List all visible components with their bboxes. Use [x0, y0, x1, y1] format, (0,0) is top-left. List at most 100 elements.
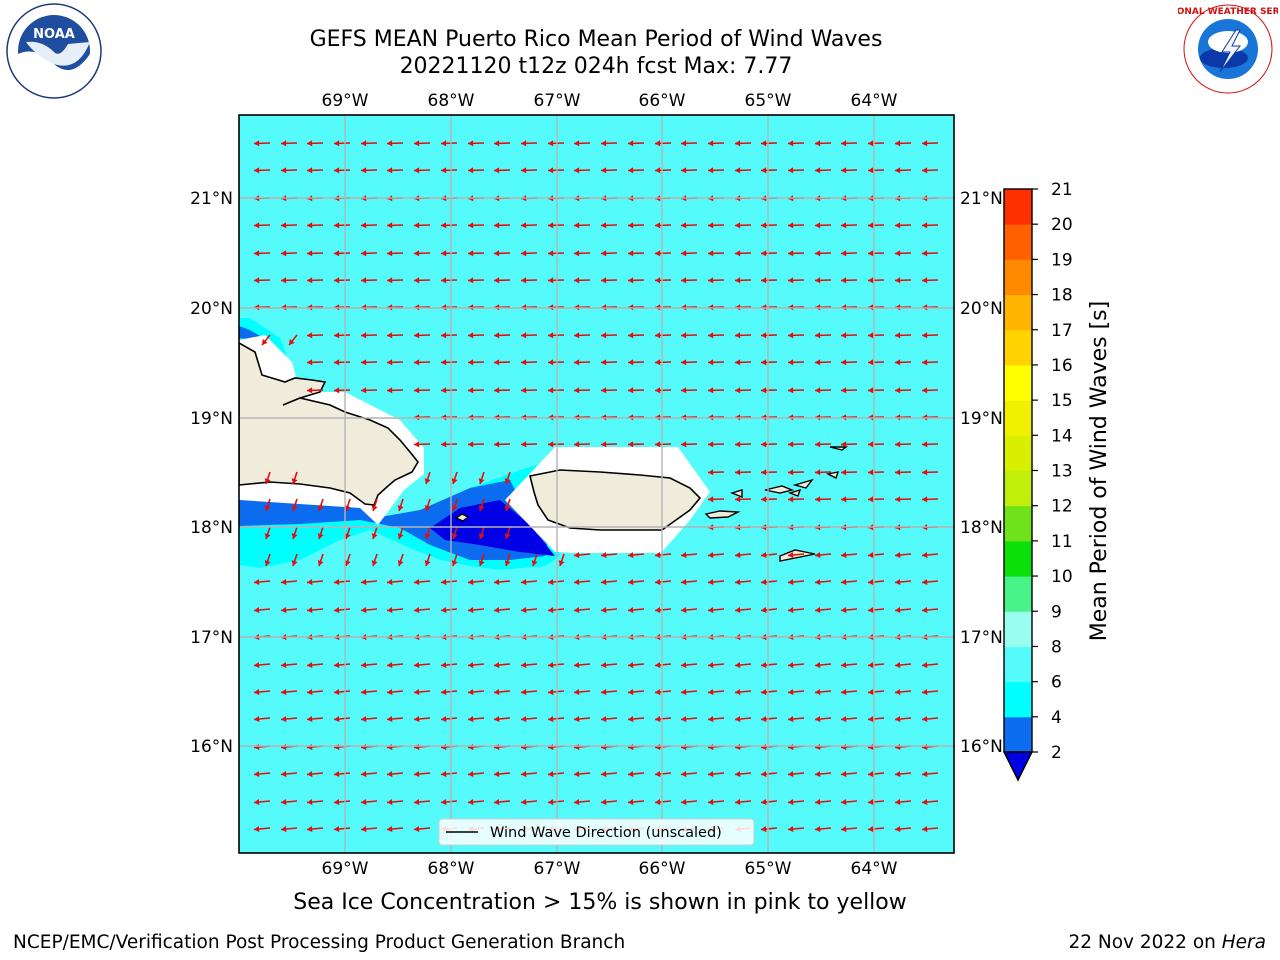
wind-wave-arrowhead [681, 387, 687, 394]
wind-wave-arrowhead [895, 688, 901, 696]
wind-wave-arrowhead [895, 167, 901, 174]
lon-label: 64°W [851, 859, 898, 879]
wind-wave-arrowhead [895, 469, 901, 476]
wind-wave-arrowhead [548, 688, 554, 696]
lon-label: 68°W [428, 859, 475, 879]
wind-wave-arrowhead [334, 825, 340, 833]
wind-wave-arrowhead [307, 140, 313, 147]
wind-wave-arrowhead [601, 770, 607, 778]
wind-wave-arrowhead [601, 167, 607, 174]
wind-wave-arrowhead [371, 505, 378, 511]
lat-label: 19°N [960, 409, 1003, 429]
wind-wave-arrowhead [307, 359, 313, 366]
noaa-logo: NOAA [6, 3, 102, 99]
wind-wave-arrowhead [655, 770, 661, 778]
colorbar-segment [1004, 505, 1032, 542]
wind-wave-arrowhead [841, 578, 847, 586]
wind-wave-arrowhead [761, 661, 767, 669]
wind-wave-arrowhead [815, 250, 821, 257]
wind-wave-arrowhead [761, 715, 767, 723]
virgin-islands-st-thomas [764, 485, 795, 494]
wind-wave-arrowhead [521, 167, 527, 174]
wind-wave-arrowhead [895, 496, 901, 503]
lon-label: 67°W [534, 859, 581, 879]
colorbar-tick-label: 19 [1051, 250, 1073, 270]
wind-wave-arrowhead [628, 332, 634, 339]
footer-branch: NCEP/EMC/Verification Post Processing Pr… [13, 932, 626, 953]
wind-wave-arrowhead [387, 715, 393, 723]
wind-wave-arrowhead [307, 825, 313, 833]
wind-wave-arrowhead [521, 387, 527, 394]
wind-wave-arrowhead [601, 250, 607, 257]
lat-label: 21°N [190, 189, 233, 209]
wind-wave-arrowhead [307, 606, 313, 614]
wind-wave-arrowhead [708, 469, 714, 476]
wind-wave-arrowhead [548, 140, 554, 147]
wind-wave-arrowhead [548, 250, 554, 257]
wind-wave-arrowhead [761, 167, 767, 174]
wind-wave-arrowhead [708, 578, 714, 586]
wind-wave-arrowhead [735, 578, 741, 586]
colorbar-segment [1004, 646, 1032, 683]
wind-wave-arrowhead [708, 770, 714, 778]
lat-labels-right: 21°N 20°N 19°N 18°N 17°N 16°N [960, 189, 1003, 757]
wind-wave-arrowhead [655, 167, 661, 174]
wind-wave-arrowhead [735, 387, 741, 394]
wind-wave-arrowhead [735, 496, 741, 503]
wind-wave-arrowhead [761, 387, 767, 394]
wind-wave-arrowhead [548, 715, 554, 723]
wind-wave-arrowhead [451, 478, 458, 484]
wind-wave-arrowhead [574, 578, 580, 586]
colorbar-segment [1004, 540, 1032, 577]
wind-wave-arrowhead [841, 222, 847, 229]
wind-wave-arrowhead [307, 688, 313, 696]
wind-wave-arrowhead [307, 798, 313, 806]
colorbar-segment [1004, 329, 1032, 366]
wind-wave-arrowhead [441, 140, 447, 147]
wind-wave-arrowhead [361, 277, 367, 284]
wind-wave-arrowhead [601, 441, 607, 448]
wind-wave-arrowhead [681, 578, 687, 586]
wind-wave-arrowhead [468, 387, 474, 394]
wind-wave-arrowhead [922, 578, 928, 586]
wind-wave-arrowhead [574, 688, 580, 696]
wind-wave-arrowhead [895, 825, 901, 833]
wind-wave-arrowhead [478, 533, 485, 539]
wind-wave-arrowhead [307, 332, 313, 339]
wind-wave-arrowhead [334, 770, 340, 778]
wind-wave-arrowhead [521, 798, 527, 806]
wind-wave-arrowhead [414, 222, 420, 229]
wind-wave-arrowhead [361, 359, 367, 366]
wind-wave-arrowhead [868, 715, 874, 723]
wind-wave-arrowhead [334, 359, 340, 366]
wind-wave-arrowhead [371, 533, 378, 539]
wind-wave-arrowhead [815, 441, 821, 448]
wind-wave-arrowhead [254, 606, 260, 614]
chart-title: GEFS MEAN Puerto Rico Mean Period of Win… [309, 27, 883, 52]
wind-wave-arrowhead [361, 332, 367, 339]
wind-wave-arrowhead [761, 606, 767, 614]
wind-wave-arrowhead [494, 661, 500, 669]
wind-wave-arrowhead [601, 140, 607, 147]
colorbar-segment [1004, 189, 1032, 225]
wind-wave-arrowhead [788, 770, 794, 778]
wind-wave-arrowhead [735, 770, 741, 778]
wind-wave-arrowhead [708, 332, 714, 339]
wind-wave-arrowhead [681, 140, 687, 147]
wind-wave-arrowhead [655, 359, 661, 366]
wind-wave-arrowhead [868, 387, 874, 394]
wind-wave-arrowhead [371, 560, 378, 566]
wind-wave-arrowhead [628, 551, 634, 559]
wind-wave-arrowhead [735, 167, 741, 174]
wind-wave-arrowhead [548, 798, 554, 806]
wind-wave-arrowhead [521, 770, 527, 778]
wind-wave-arrowhead [574, 332, 580, 339]
wind-wave-arrowhead [387, 661, 393, 669]
wind-wave-arrowhead [574, 359, 580, 366]
wind-wave-arrowhead [761, 688, 767, 696]
wind-wave-arrowhead [841, 250, 847, 257]
wind-wave-arrowhead [655, 688, 661, 696]
wind-wave-arrowhead [574, 387, 580, 394]
wind-wave-arrowhead [895, 250, 901, 257]
wind-wave-arrowhead [841, 715, 847, 723]
